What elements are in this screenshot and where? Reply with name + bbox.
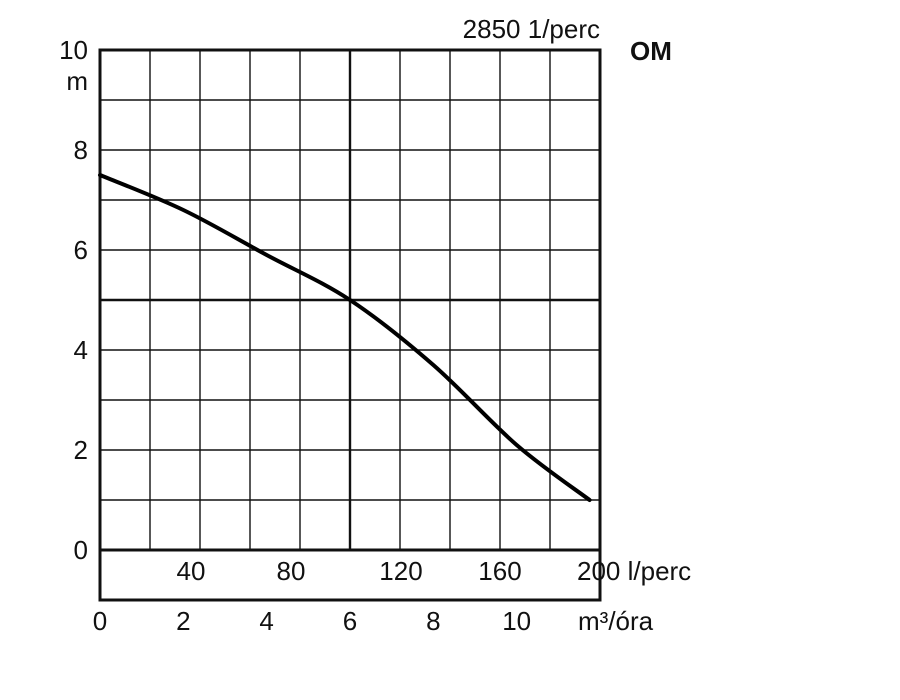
- y-tick-label: 2: [74, 435, 88, 465]
- y-tick-label: 4: [74, 335, 88, 365]
- y-tick-labels: 0 2 4 6 8 10: [59, 35, 88, 565]
- y-tick-label: 0: [74, 535, 88, 565]
- m3h-tick-labels: 0 2 4 6 8 10: [93, 606, 531, 636]
- model-label: OM: [630, 36, 672, 66]
- grid: [100, 50, 600, 550]
- m3h-tick-label: 2: [176, 606, 190, 636]
- m3h-tick-label: 8: [426, 606, 440, 636]
- lpm-tick-label: 120: [379, 556, 422, 586]
- lpm-tick-label: 80: [277, 556, 306, 586]
- m3h-tick-label: 6: [343, 606, 357, 636]
- lpm-tick-labels: 40 80 120 160: [177, 556, 522, 586]
- m3h-tick-label: 10: [502, 606, 531, 636]
- y-tick-label: 8: [74, 135, 88, 165]
- m3h-tick-label: 0: [93, 606, 107, 636]
- lpm-tick-label: 40: [177, 556, 206, 586]
- m3h-tick-label: 4: [259, 606, 273, 636]
- y-tick-label: 6: [74, 235, 88, 265]
- y-unit-label: m: [66, 66, 88, 96]
- m3h-unit-label: m³/óra: [578, 606, 654, 636]
- y-tick-label: 10: [59, 35, 88, 65]
- lpm-last-label: 200 l/perc: [577, 556, 691, 586]
- speed-label: 2850 1/perc: [463, 14, 600, 44]
- lpm-tick-label: 160: [478, 556, 521, 586]
- curve-line: [98, 173, 592, 502]
- lpm-axis-band: [98, 548, 602, 602]
- performance-curve: [98, 173, 592, 502]
